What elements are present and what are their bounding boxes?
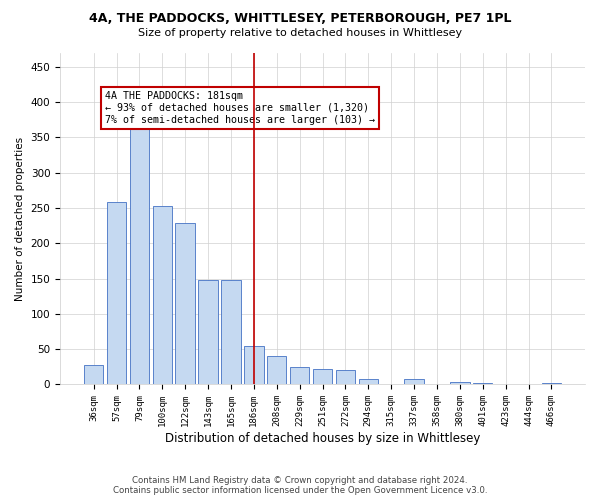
Bar [130, 126, 149, 384]
Bar [313, 369, 332, 384]
Text: 4A, THE PADDOCKS, WHITTLESEY, PETERBOROUGH, PE7 1PL: 4A, THE PADDOCKS, WHITTLESEY, PETERBOROU… [89, 12, 511, 26]
Bar [221, 280, 241, 384]
Bar [335, 370, 355, 384]
Bar [404, 379, 424, 384]
Bar [152, 206, 172, 384]
Bar [542, 383, 561, 384]
Bar [107, 202, 126, 384]
Bar [473, 383, 493, 384]
Bar [450, 382, 470, 384]
Bar [290, 367, 310, 384]
Bar [175, 224, 195, 384]
Bar [267, 356, 286, 384]
X-axis label: Distribution of detached houses by size in Whittlesey: Distribution of detached houses by size … [165, 432, 480, 445]
Text: Contains HM Land Registry data © Crown copyright and database right 2024.
Contai: Contains HM Land Registry data © Crown c… [113, 476, 487, 495]
Bar [84, 364, 103, 384]
Bar [199, 280, 218, 384]
Y-axis label: Number of detached properties: Number of detached properties [15, 136, 25, 300]
Bar [359, 379, 378, 384]
Text: Size of property relative to detached houses in Whittlesey: Size of property relative to detached ho… [138, 28, 462, 38]
Bar [244, 346, 263, 385]
Text: 4A THE PADDOCKS: 181sqm
← 93% of detached houses are smaller (1,320)
7% of semi-: 4A THE PADDOCKS: 181sqm ← 93% of detache… [105, 92, 375, 124]
